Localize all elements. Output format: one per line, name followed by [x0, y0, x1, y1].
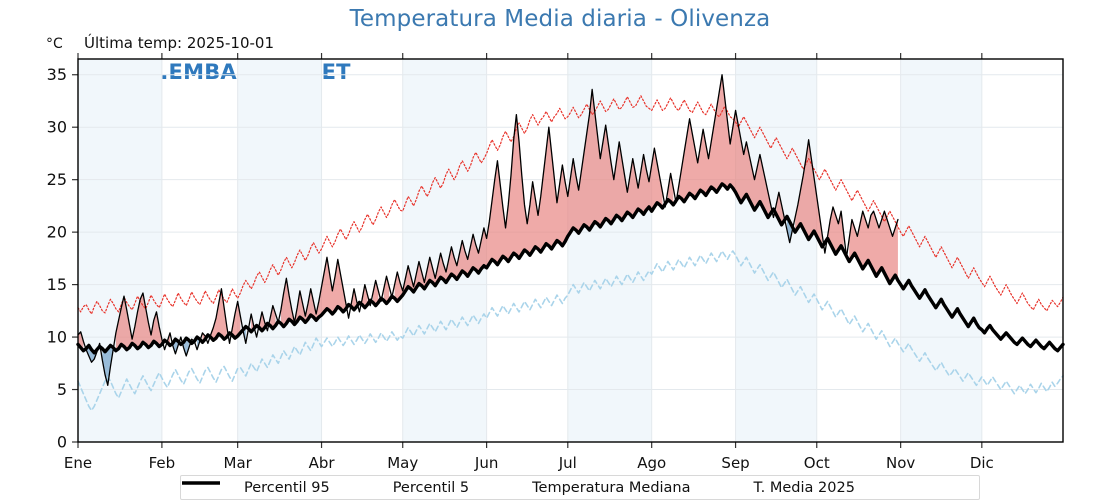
y-tick-label: 10	[47, 328, 67, 347]
series-line-temperatura-mediana	[76, 182, 1065, 355]
y-tick-label: 20	[47, 223, 67, 242]
legend-item-2[interactable]: Temperatura Mediana	[182, 476, 691, 499]
anomaly-fill-below	[102, 345, 114, 386]
anomaly-fill-above	[351, 288, 357, 310]
x-tick-label: Jun	[474, 454, 498, 472]
series-line-percentil-95	[77, 95, 1064, 315]
anomaly-fill-above	[232, 301, 241, 339]
y-tick-label: 0	[57, 433, 67, 452]
anomaly-fill-above	[394, 89, 663, 302]
legend-item-3[interactable]: T. Media 2025	[182, 476, 855, 499]
y-axis-unit-label: °C	[46, 36, 63, 52]
page-title: Temperatura Media diaria - Olivenza	[349, 6, 771, 32]
plot-frame	[77, 58, 1064, 443]
legend-label: Percentil 95	[244, 479, 330, 496]
x-tick-label: May	[387, 454, 418, 472]
month-band	[237, 59, 322, 442]
month-band	[567, 59, 652, 442]
x-tick-label: Ene	[64, 454, 92, 472]
x-tick-label: Dic	[970, 454, 994, 472]
month-band	[735, 59, 817, 442]
chart-legend: Percentil 95 Percentil 5 Temperatura Media…	[180, 475, 980, 500]
y-tick-label: 35	[47, 65, 67, 84]
anomaly-fill-above	[115, 292, 162, 351]
x-tick-label: Feb	[149, 454, 176, 472]
x-tick-label: Nov	[886, 454, 915, 472]
x-tick-label: Mar	[224, 454, 253, 472]
y-tick-label: 15	[47, 275, 67, 294]
legend-swatch-icon	[182, 481, 745, 495]
legend-label: Temperatura Mediana	[532, 479, 691, 496]
legend-swatch-icon	[182, 481, 523, 495]
x-tick-label: Oct	[804, 454, 830, 472]
y-tick-label: 30	[47, 118, 67, 137]
last-temp-label: Última temp: 2025-10-01	[84, 34, 275, 52]
month-band	[900, 59, 982, 442]
anomaly-fill-above	[795, 139, 823, 247]
x-tick-label: Jul	[558, 454, 577, 472]
month-band	[78, 59, 162, 442]
anomaly-fill-above	[678, 74, 771, 218]
x-tick-label: Abr	[309, 454, 336, 472]
x-tick-label: Sep	[721, 454, 749, 472]
y-tick-label: 25	[47, 170, 67, 189]
legend-label: Percentil 5	[392, 479, 470, 496]
series-line-t-media-2025	[77, 74, 899, 386]
anomaly-fill-above	[259, 311, 265, 331]
y-tick-label: 5	[57, 380, 67, 399]
legend-swatch-icon	[182, 481, 384, 495]
series-line-percentil-5	[77, 250, 1064, 412]
legend-label: T. Media 2025	[753, 479, 855, 496]
x-tick-label: Ago	[637, 454, 666, 472]
legend-item-1[interactable]: Percentil 5	[182, 476, 470, 499]
